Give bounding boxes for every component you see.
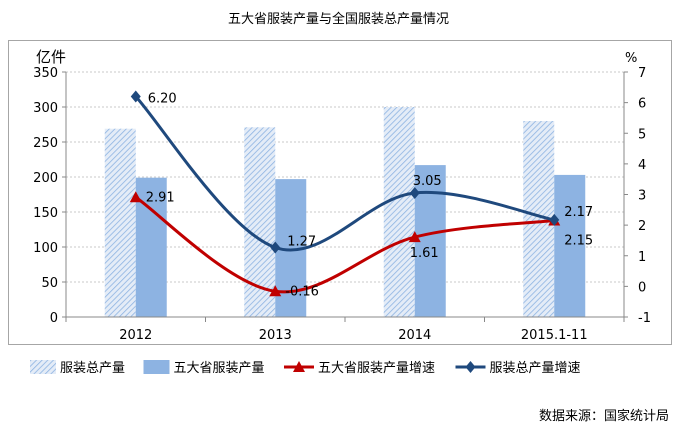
diamond-marker [270, 241, 281, 254]
x-tick-label: 2013 [259, 328, 292, 343]
line-five-provinces-growth [134, 196, 555, 294]
y-right-tick-label: 0 [638, 280, 646, 295]
data-source: 数据来源：国家统计局 [538, 409, 669, 424]
data-label: 6.20 [148, 92, 177, 107]
legend-swatch [30, 360, 56, 374]
y-left-tick-label: 300 [33, 101, 58, 116]
bar-five-provinces [554, 174, 586, 317]
triangle-marker [408, 231, 421, 243]
y-left-tick-label: 250 [33, 136, 58, 151]
chart-frame [8, 40, 672, 345]
y-right-tick-label: 7 [638, 66, 646, 81]
legend-label: 五大省服装产量增速 [318, 361, 435, 376]
legend-diamond-icon [465, 361, 476, 373]
diamond-marker [549, 213, 560, 226]
legend-label: 服装总产量 [60, 361, 125, 376]
bar-total [383, 107, 415, 317]
data-label: 2.15 [564, 234, 593, 249]
y-left-tick-label: 100 [33, 241, 58, 256]
diamond-marker [130, 90, 141, 103]
x-tick-label: 2012 [119, 328, 152, 343]
data-label: 1.61 [410, 246, 439, 261]
y-right-axis-label: % [625, 51, 637, 66]
y-right-tick-label: 1 [638, 250, 646, 265]
data-label: 3.05 [413, 174, 442, 189]
data-label: -0.16 [285, 284, 319, 299]
y-left-tick-label: 50 [41, 276, 58, 291]
y-left-tick-label: 200 [33, 171, 58, 186]
legend-label: 服装总产量增速 [490, 361, 581, 376]
y-right-tick-label: 6 [638, 97, 646, 112]
y-left-tick-label: 350 [33, 66, 58, 81]
x-tick-label: 2015.1-11 [521, 328, 588, 343]
legend-triangle-icon [293, 361, 305, 372]
triangle-marker [269, 285, 282, 297]
x-tick-label: 2014 [398, 328, 431, 343]
data-label: 2.17 [564, 205, 593, 220]
y-left-axis-label: 亿件 [36, 48, 66, 66]
chart-title: 五大省服装产量与全国服装总产量情况 [227, 12, 449, 27]
y-left-tick-label: 0 [50, 311, 58, 326]
legend-label: 五大省服装产量 [174, 361, 265, 376]
diamond-marker [409, 186, 420, 199]
bar-total [104, 128, 136, 317]
y-right-tick-label: 3 [638, 189, 646, 204]
legend-swatch [143, 360, 170, 374]
y-right-tick-label: 4 [638, 158, 646, 173]
data-label: 2.91 [146, 190, 175, 205]
y-right-tick-label: 5 [638, 127, 646, 142]
bar-total [244, 127, 276, 317]
line-total-growth [134, 95, 555, 252]
y-left-tick-label: 150 [33, 206, 58, 221]
y-right-tick-label: -1 [638, 311, 651, 326]
y-right-tick-label: 2 [638, 219, 646, 234]
data-label: 1.27 [287, 234, 316, 249]
triangle-marker [129, 191, 142, 203]
